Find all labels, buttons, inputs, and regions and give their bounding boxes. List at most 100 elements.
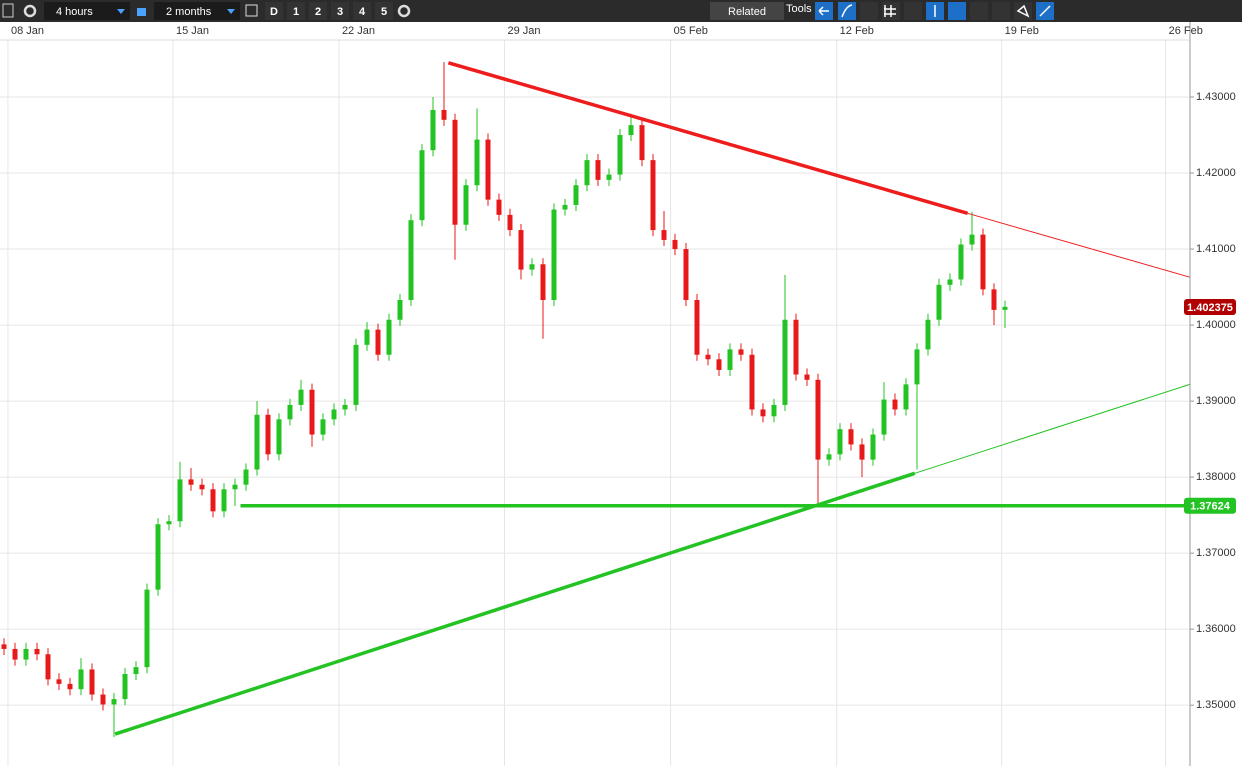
range-label: 2 months bbox=[166, 6, 212, 18]
dropdown-arrow bbox=[117, 9, 125, 14]
period-button-label: 2 bbox=[315, 6, 321, 18]
candle-body bbox=[903, 384, 909, 410]
candle-body bbox=[331, 409, 337, 420]
candle-body bbox=[232, 484, 238, 490]
tools-label: Tools bbox=[786, 3, 812, 15]
candle-body bbox=[694, 299, 700, 355]
trend-line bbox=[114, 471, 916, 736]
candle-body bbox=[672, 239, 678, 250]
candle-body bbox=[859, 444, 865, 460]
candle-body bbox=[936, 284, 942, 320]
candle-body bbox=[760, 409, 766, 417]
candle-body bbox=[606, 174, 612, 180]
x-tick-label: 26 Feb bbox=[1169, 25, 1203, 37]
y-tick-label: 1.40000 bbox=[1196, 319, 1236, 331]
timeframe-select[interactable] bbox=[44, 2, 130, 20]
candle-body bbox=[925, 319, 931, 350]
candle-body bbox=[199, 484, 205, 490]
candle-body bbox=[100, 694, 106, 705]
candle-body bbox=[870, 434, 876, 460]
tool-icon[interactable] bbox=[860, 2, 878, 20]
candle-body bbox=[177, 479, 183, 522]
period-button-label: 4 bbox=[359, 6, 366, 18]
candle-body bbox=[89, 669, 95, 695]
tool-icon[interactable] bbox=[970, 2, 988, 20]
lock-icon[interactable] bbox=[137, 8, 146, 16]
candle-body bbox=[210, 489, 216, 512]
candle-body bbox=[771, 404, 777, 417]
candle-body bbox=[892, 399, 898, 410]
calendar-icon[interactable] bbox=[245, 4, 258, 17]
candle-body bbox=[353, 344, 359, 405]
candle-body bbox=[958, 244, 964, 280]
candle-body bbox=[408, 220, 414, 300]
candle-body bbox=[78, 669, 84, 690]
candle-body bbox=[540, 264, 546, 300]
related-button[interactable] bbox=[710, 2, 784, 20]
date-row bbox=[0, 22, 1242, 40]
candle-body bbox=[309, 389, 315, 435]
candle-body bbox=[595, 160, 601, 180]
candle-body bbox=[397, 299, 403, 320]
candle-body bbox=[1, 644, 7, 649]
period-button[interactable] bbox=[287, 2, 305, 20]
candle-body bbox=[386, 319, 392, 355]
candle-body bbox=[419, 150, 425, 221]
tool-icon[interactable] bbox=[948, 2, 966, 20]
price-tag bbox=[1184, 299, 1236, 316]
y-tick-label: 1.35000 bbox=[1196, 699, 1236, 711]
candle-body bbox=[991, 289, 997, 310]
candle-body bbox=[56, 679, 62, 684]
x-tick-label: 29 Jan bbox=[507, 25, 540, 37]
candle-body bbox=[133, 667, 139, 675]
period-button[interactable] bbox=[265, 2, 283, 20]
period-button-label: 5 bbox=[381, 6, 387, 18]
price-tag-label: 1.402375 bbox=[1187, 302, 1233, 314]
range-select[interactable] bbox=[154, 2, 240, 20]
dropdown-arrow bbox=[227, 9, 235, 14]
menu-icon[interactable] bbox=[2, 3, 14, 18]
candle-body bbox=[1002, 306, 1008, 310]
candle-body bbox=[628, 125, 634, 136]
y-tick-label: 1.42000 bbox=[1196, 167, 1236, 179]
settings-icon[interactable] bbox=[23, 4, 37, 18]
settings-icon[interactable] bbox=[397, 4, 411, 18]
tool-icon[interactable] bbox=[838, 2, 856, 20]
plot bbox=[0, 22, 1190, 766]
candle-body bbox=[551, 209, 557, 300]
period-button[interactable] bbox=[331, 2, 349, 20]
period-button-label: 1 bbox=[293, 6, 299, 18]
candle-body bbox=[826, 454, 832, 460]
candle-body bbox=[67, 683, 73, 690]
candle-body bbox=[848, 429, 854, 445]
tool-icon[interactable] bbox=[992, 2, 1010, 20]
candle-body bbox=[188, 479, 194, 485]
candle-body bbox=[12, 648, 18, 660]
candle-body bbox=[166, 521, 172, 525]
candle-body bbox=[518, 230, 524, 270]
x-tick-label: 22 Jan bbox=[342, 25, 375, 37]
candle-body bbox=[617, 135, 623, 175]
candle-body bbox=[980, 234, 986, 290]
candle-body bbox=[452, 119, 458, 225]
price-tag-label: 1.37624 bbox=[1190, 501, 1231, 513]
trend-line bbox=[967, 212, 1190, 278]
period-button-label: D bbox=[270, 6, 278, 18]
y-tick-label: 1.38000 bbox=[1196, 471, 1236, 483]
candle-body bbox=[507, 214, 513, 231]
period-button[interactable] bbox=[375, 2, 393, 20]
tool-icon[interactable] bbox=[904, 2, 922, 20]
candle-body bbox=[474, 139, 480, 186]
period-button-label: 3 bbox=[337, 6, 343, 18]
period-button[interactable] bbox=[353, 2, 371, 20]
trend-line bbox=[447, 61, 969, 216]
candle-body bbox=[727, 349, 733, 370]
candle-body bbox=[34, 648, 40, 655]
candle-body bbox=[716, 359, 722, 370]
candle-body bbox=[243, 469, 249, 485]
period-button[interactable] bbox=[309, 2, 327, 20]
candle-body bbox=[573, 185, 579, 205]
candle-body bbox=[683, 249, 689, 300]
candle-body bbox=[221, 489, 227, 512]
